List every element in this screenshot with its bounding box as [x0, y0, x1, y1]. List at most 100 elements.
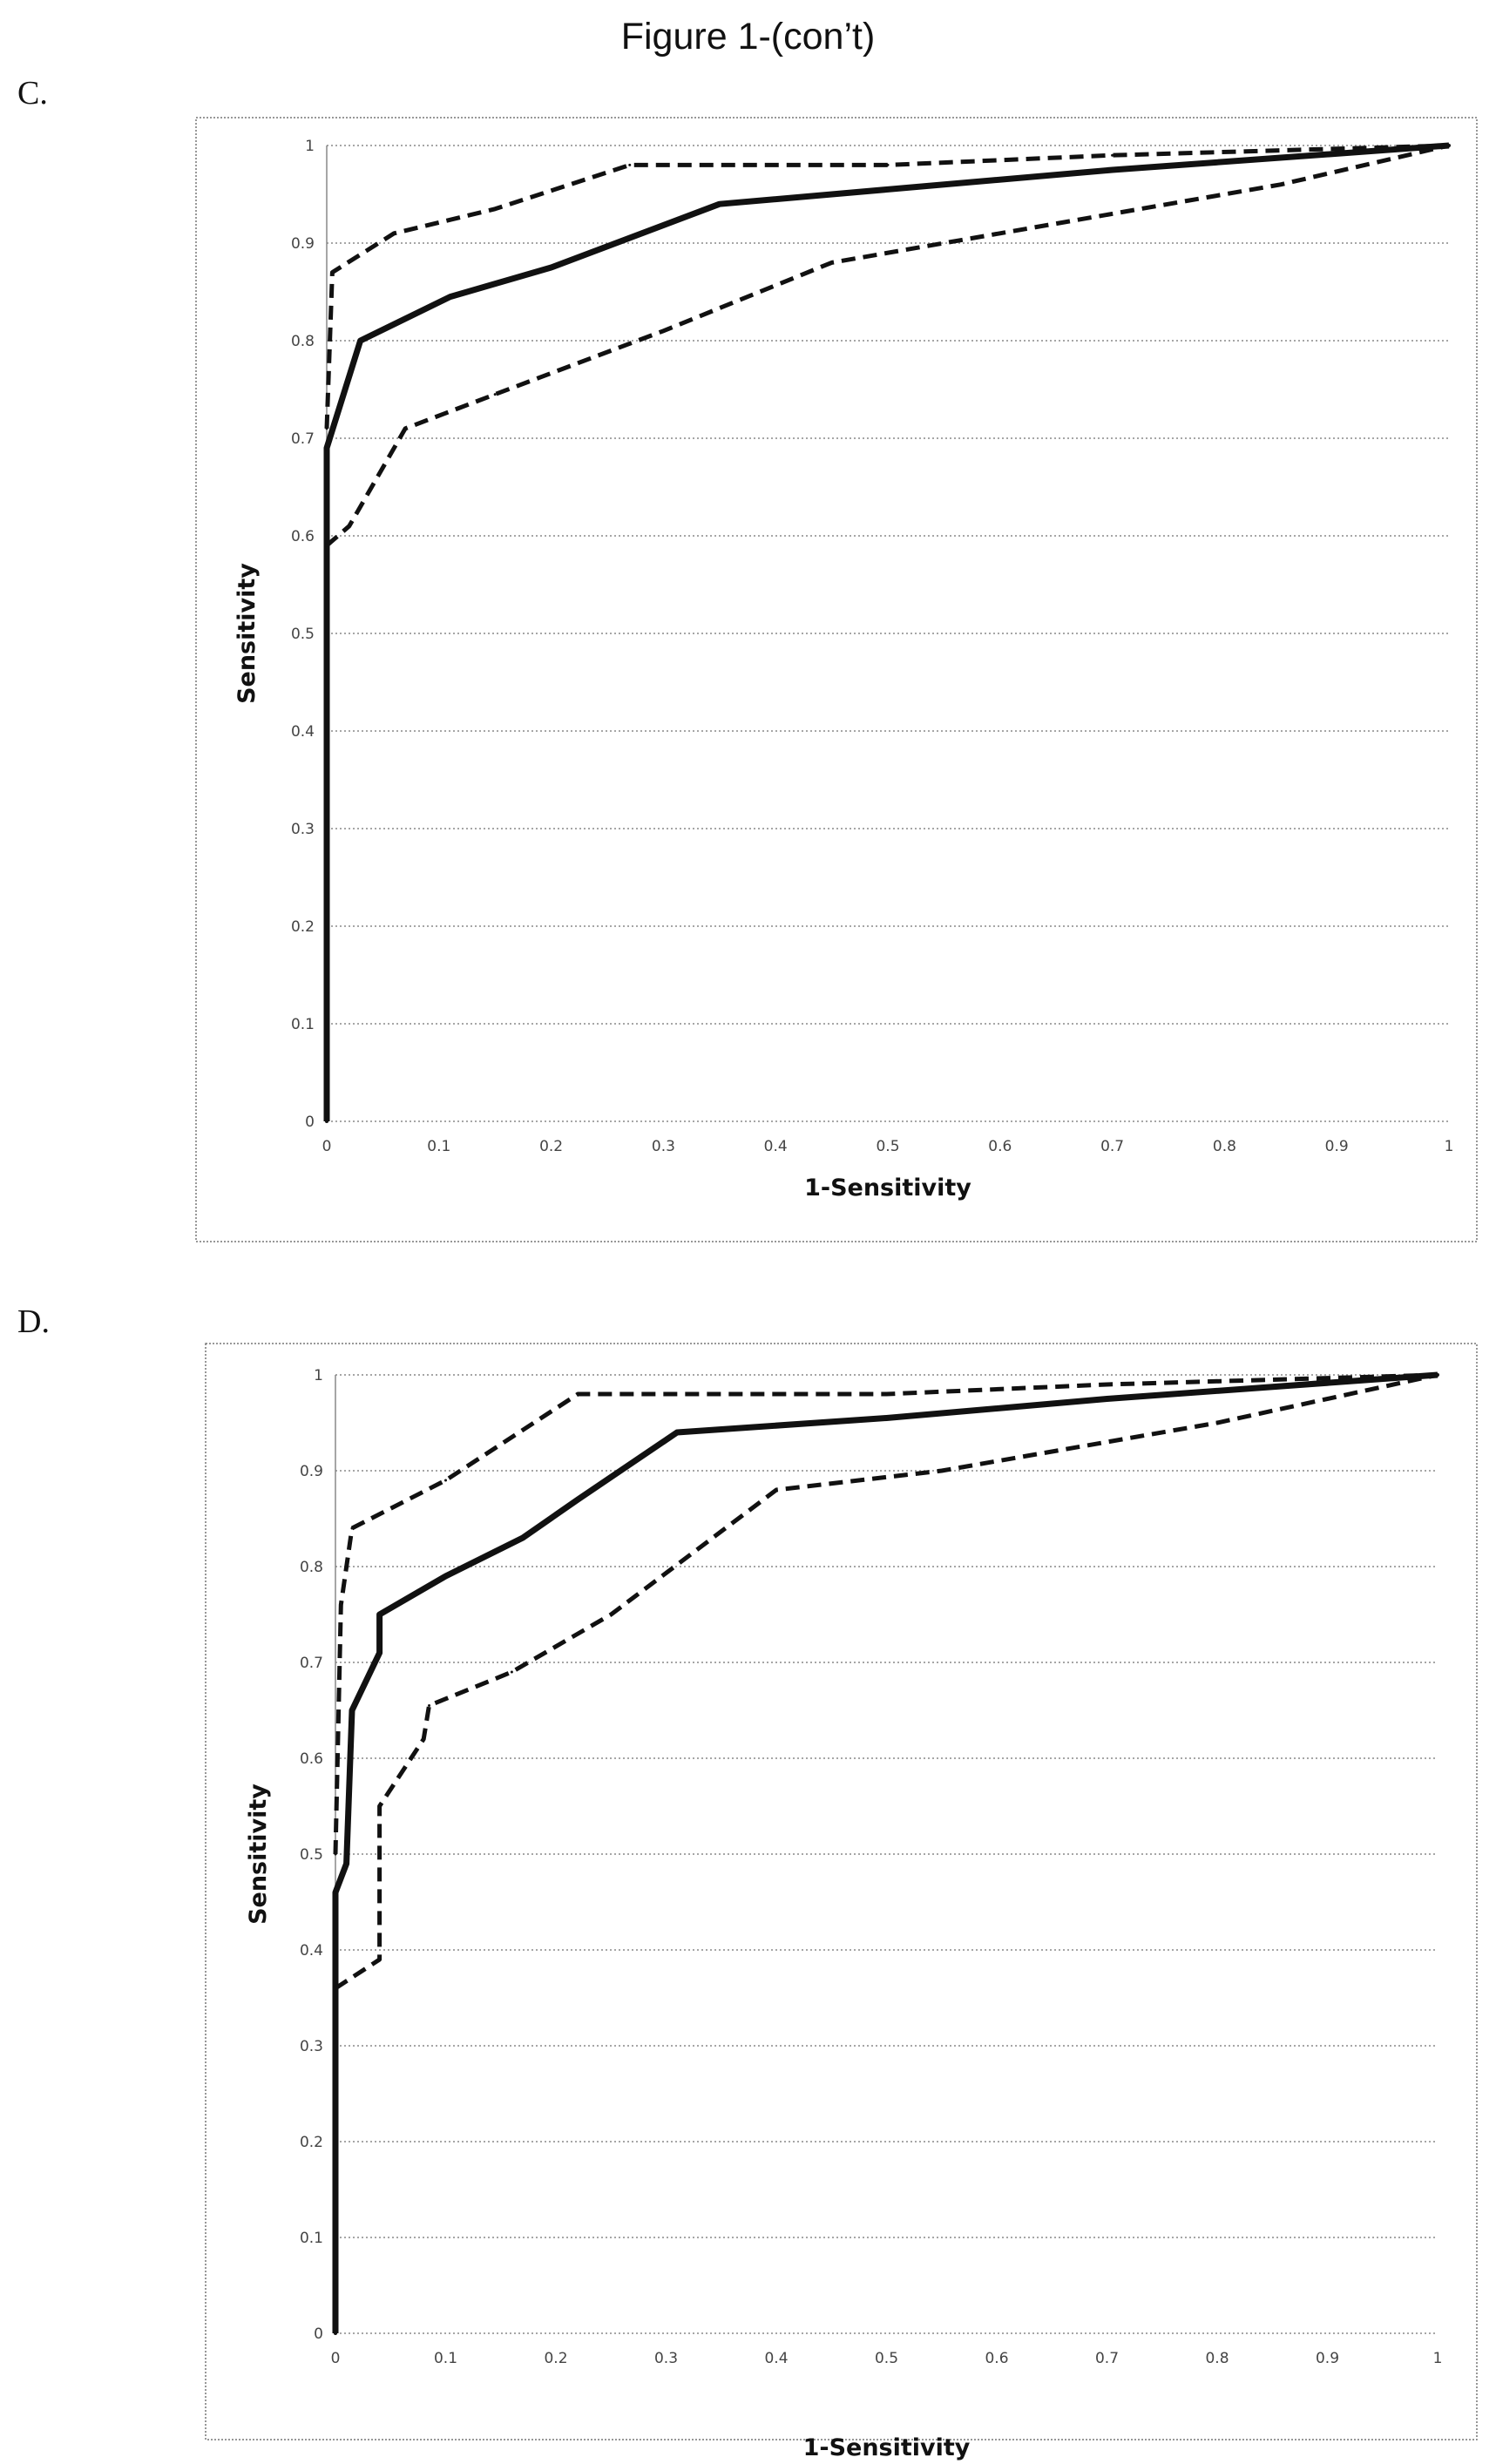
y-tick-label: 0.4	[291, 723, 315, 741]
data-point	[521, 1536, 525, 1540]
data-point	[885, 1417, 889, 1420]
roc-curve-line-c-0	[327, 146, 1449, 1121]
y-axis-title: Sensitivity	[234, 563, 261, 704]
data-point	[775, 1489, 778, 1492]
data-point	[511, 1671, 513, 1674]
data-point	[350, 1709, 354, 1712]
data-point	[1106, 1384, 1108, 1386]
ci-bound-line-d-1	[335, 1375, 1438, 1854]
x-axis-title: 1-Sensitivity	[803, 2434, 971, 2461]
y-tick-label: 0.3	[291, 821, 315, 838]
data-point	[340, 1604, 342, 1607]
x-tick-label: 0.8	[1205, 2350, 1229, 2367]
data-point	[628, 164, 631, 166]
y-tick-label: 0	[314, 2325, 323, 2343]
y-tick-label: 0.5	[300, 1846, 323, 1864]
data-point	[350, 1527, 353, 1530]
data-point	[378, 1651, 382, 1655]
x-tick-label: 1	[1433, 2350, 1443, 2367]
y-tick-label: 0.1	[291, 1016, 315, 1033]
data-point	[326, 427, 328, 430]
x-axis-title: 1-Sensitivity	[804, 1174, 971, 1202]
data-point	[428, 1704, 430, 1707]
y-tick-label: 0.8	[300, 1559, 323, 1576]
data-point	[378, 1959, 381, 1961]
data-point	[325, 1120, 328, 1123]
data-point	[345, 1862, 349, 1865]
y-tick-label: 0.2	[291, 918, 315, 936]
data-point	[1279, 183, 1282, 186]
x-tick-label: 0.2	[544, 2350, 567, 2367]
y-tick-label: 0.3	[300, 2038, 323, 2055]
data-point	[610, 1614, 613, 1616]
data-point	[675, 1431, 679, 1434]
data-point	[1437, 1374, 1439, 1377]
x-tick-label: 0.7	[1095, 2350, 1119, 2367]
data-point	[1111, 154, 1114, 157]
y-tick-label: 0.8	[291, 333, 315, 350]
x-tick-label: 0.3	[654, 2350, 678, 2367]
y-tick-label: 1	[305, 138, 315, 155]
data-point	[494, 393, 497, 396]
data-point	[494, 207, 497, 210]
y-tick-label: 0.7	[291, 430, 315, 448]
data-point	[444, 1479, 447, 1482]
y-axis-title: Sensitivity	[245, 1784, 272, 1925]
data-point	[444, 1574, 448, 1578]
x-tick-label: 0.4	[764, 1138, 788, 1155]
x-tick-label: 0.8	[1213, 1138, 1236, 1155]
data-point	[393, 232, 396, 234]
x-tick-label: 0.5	[876, 1138, 899, 1155]
x-tick-label: 0	[322, 1138, 332, 1155]
x-tick-label: 0	[331, 2350, 341, 2367]
y-tick-label: 0.6	[291, 528, 315, 545]
data-point	[718, 202, 721, 206]
data-point	[1106, 1398, 1109, 1401]
y-tick-label: 0.2	[300, 2134, 323, 2151]
y-tick-label: 0.5	[291, 626, 315, 643]
data-point	[830, 261, 833, 264]
data-point	[335, 1987, 337, 1990]
y-tick-label: 0.9	[291, 235, 315, 253]
x-tick-label: 0.7	[1100, 1138, 1124, 1155]
data-point	[348, 525, 350, 527]
data-point	[1216, 1422, 1219, 1425]
data-point	[325, 446, 328, 450]
x-tick-label: 0.6	[988, 1138, 1012, 1155]
data-point	[335, 1853, 337, 1856]
y-tick-label: 0.7	[300, 1655, 323, 1672]
ci-bound-line-c-2	[327, 146, 1449, 545]
data-point	[885, 1393, 888, 1396]
x-tick-label: 0.6	[985, 2350, 1008, 2367]
y-tick-label: 0.6	[300, 1750, 323, 1768]
data-point	[378, 1805, 381, 1808]
y-tick-label: 0.4	[300, 1942, 323, 1960]
data-point	[577, 1393, 579, 1396]
data-point	[404, 427, 407, 430]
data-point	[334, 2332, 337, 2335]
x-tick-label: 1	[1445, 1138, 1454, 1155]
data-point	[378, 1613, 382, 1616]
y-tick-label: 0.1	[300, 2230, 323, 2247]
ci-bound-line-d-2	[335, 1375, 1438, 1988]
x-tick-label: 0.9	[1316, 2350, 1339, 2367]
x-tick-label: 0.1	[427, 1138, 450, 1155]
x-tick-label: 0.3	[652, 1138, 675, 1155]
x-tick-label: 0.2	[539, 1138, 563, 1155]
y-tick-label: 0.9	[300, 1463, 323, 1480]
data-point	[359, 339, 362, 342]
x-tick-label: 0.4	[764, 2350, 788, 2367]
data-point	[662, 329, 665, 332]
data-point	[940, 1470, 943, 1472]
data-point	[334, 1891, 337, 1894]
data-point	[1111, 168, 1114, 172]
data-point	[576, 1498, 579, 1501]
data-point	[887, 164, 890, 166]
data-point	[423, 1738, 425, 1741]
data-point	[886, 187, 890, 191]
x-tick-label: 0.1	[434, 2350, 457, 2367]
data-point	[331, 271, 334, 274]
x-tick-label: 0.5	[875, 2350, 898, 2367]
data-point	[1448, 145, 1451, 147]
data-point	[449, 295, 452, 299]
